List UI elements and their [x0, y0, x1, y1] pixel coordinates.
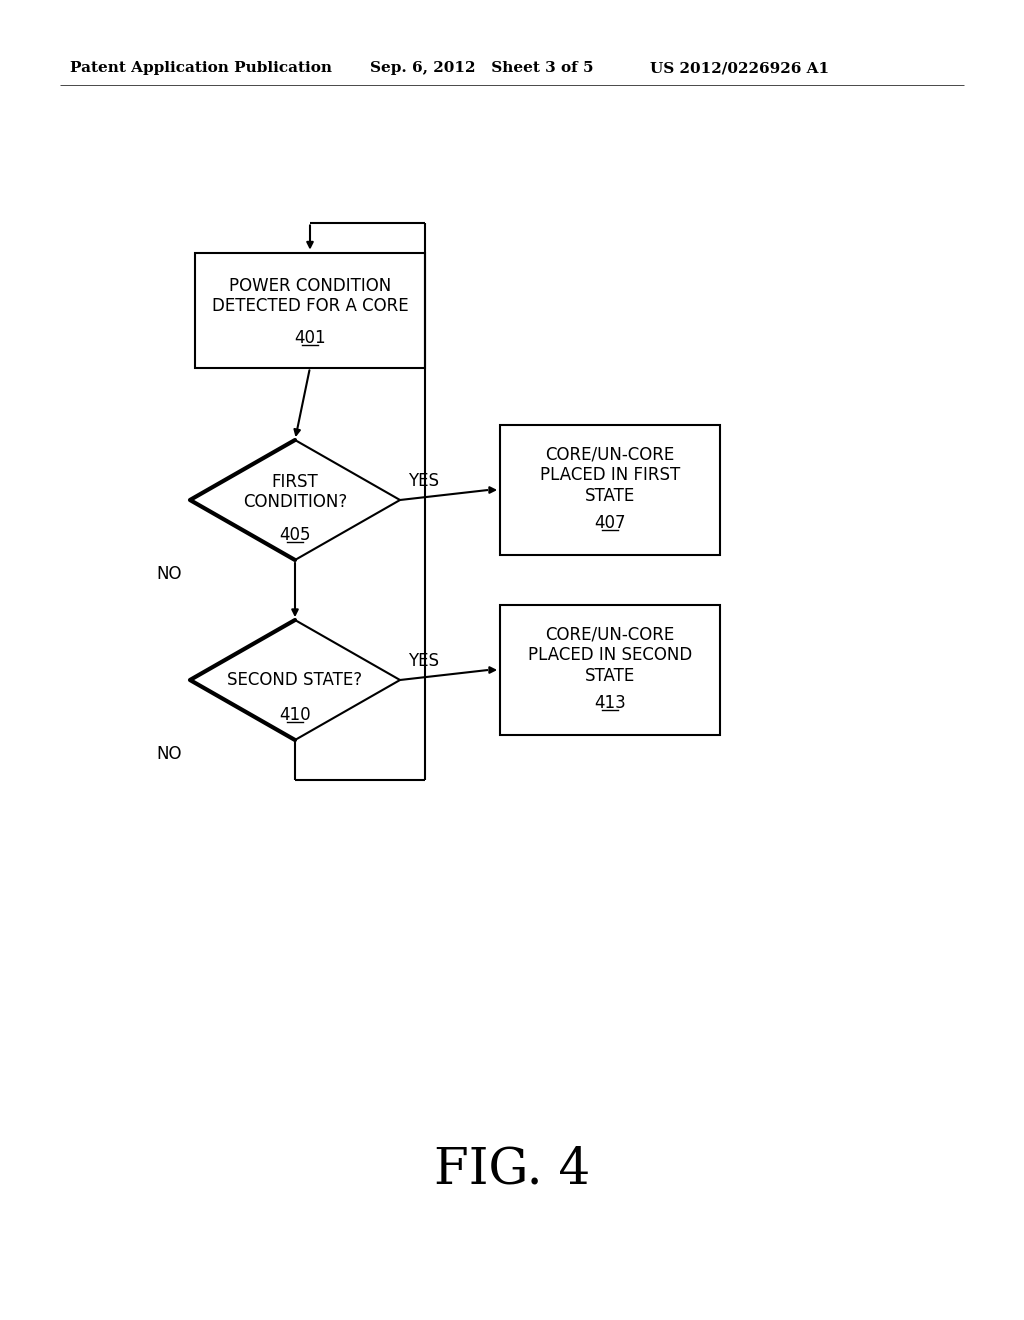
Text: 401: 401: [294, 329, 326, 347]
Text: FIRST
CONDITION?: FIRST CONDITION?: [243, 473, 347, 511]
Text: 413: 413: [594, 694, 626, 711]
Text: CORE/UN-CORE
PLACED IN FIRST
STATE: CORE/UN-CORE PLACED IN FIRST STATE: [540, 445, 680, 504]
Text: FIG. 4: FIG. 4: [434, 1146, 590, 1195]
Text: YES: YES: [408, 473, 439, 490]
Text: Sep. 6, 2012   Sheet 3 of 5: Sep. 6, 2012 Sheet 3 of 5: [370, 61, 594, 75]
Text: NO: NO: [157, 565, 182, 583]
Text: 405: 405: [280, 525, 310, 544]
Bar: [500, 605, 720, 735]
Text: NO: NO: [157, 744, 182, 763]
Bar: [500, 425, 720, 554]
Text: 407: 407: [594, 513, 626, 532]
Text: CORE/UN-CORE
PLACED IN SECOND
STATE: CORE/UN-CORE PLACED IN SECOND STATE: [528, 626, 692, 685]
Bar: [195, 252, 425, 367]
Text: Patent Application Publication: Patent Application Publication: [70, 61, 332, 75]
Text: POWER CONDITION
DETECTED FOR A CORE: POWER CONDITION DETECTED FOR A CORE: [212, 277, 409, 315]
Text: YES: YES: [408, 652, 439, 671]
Text: SECOND STATE?: SECOND STATE?: [227, 671, 362, 689]
Text: US 2012/0226926 A1: US 2012/0226926 A1: [650, 61, 829, 75]
Text: 410: 410: [280, 706, 311, 723]
